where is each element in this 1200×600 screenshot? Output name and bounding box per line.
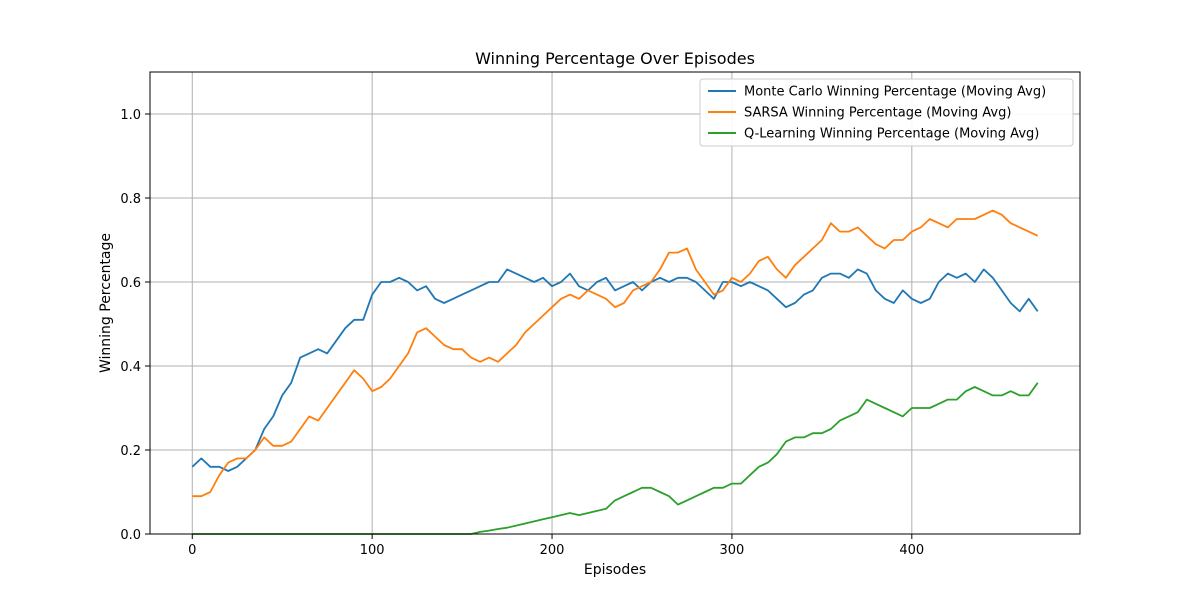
series-lines xyxy=(191,209,1039,535)
x-tick-label: 200 xyxy=(540,543,565,558)
series-line-2 xyxy=(192,209,1039,498)
y-axis-label: Winning Percentage xyxy=(98,233,114,373)
y-tick-label: 0.4 xyxy=(120,360,141,375)
series-line-3 xyxy=(192,382,1039,535)
y-tick-label: 0.8 xyxy=(120,192,141,207)
x-axis-label: Episodes xyxy=(584,562,646,578)
y-tick-label: 1.0 xyxy=(120,108,141,123)
legend-box xyxy=(699,78,1074,147)
legend-label: Monte Carlo Winning Percentage (Moving A… xyxy=(744,85,1046,100)
legend-label: SARSA Winning Percentage (Moving Avg) xyxy=(744,106,1011,121)
y-tick-label: 0.2 xyxy=(120,444,141,459)
x-tick-label: 100 xyxy=(360,543,385,558)
chart-title: Winning Percentage Over Episodes xyxy=(475,49,755,68)
legend: Monte Carlo Winning Percentage (Moving A… xyxy=(699,78,1074,147)
y-tick-label: 0.0 xyxy=(120,528,141,543)
x-tick-label: 300 xyxy=(720,543,745,558)
plot-frame xyxy=(149,71,1081,535)
series-line-1 xyxy=(191,268,1039,472)
y-tick-label: 0.6 xyxy=(120,276,141,291)
axis-ticks: 0 100 200 300 400 0.0 0.2 0.4 0.6 0.8 1.0 xyxy=(120,108,924,558)
x-tick-label: 400 xyxy=(899,543,924,558)
legend-label: Q-Learning Winning Percentage (Moving Av… xyxy=(744,127,1039,142)
x-tick-label: 0 xyxy=(188,543,196,558)
